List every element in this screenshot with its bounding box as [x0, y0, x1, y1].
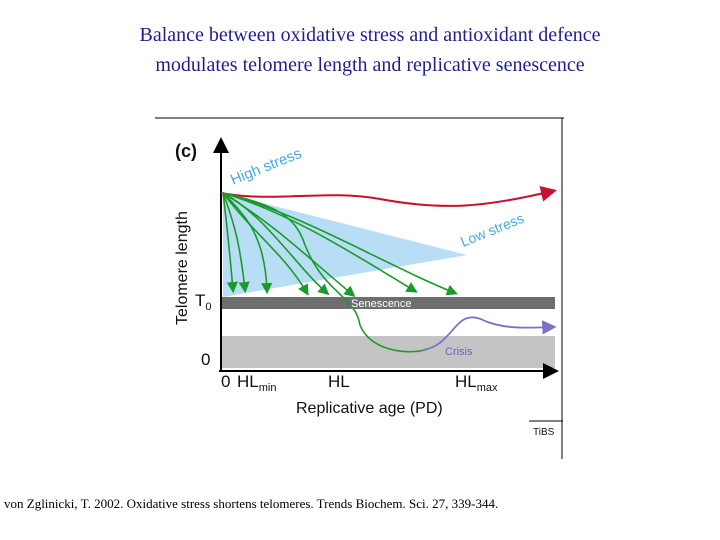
green-curve-8 — [222, 192, 458, 296]
tick-zero-x: 0 — [221, 372, 230, 391]
crisis-band — [221, 336, 555, 368]
green-curve-4 — [222, 192, 309, 296]
tick-HLmin: HLmin — [237, 372, 276, 394]
citation: von Zglinicki, T. 2002. Oxidative stress… — [4, 496, 499, 511]
senescence-label: Senescence — [351, 298, 412, 310]
tick-HL: HL — [328, 372, 350, 391]
tick-zero-y: 0 — [201, 350, 210, 369]
title-line-2: modulates telomere length and replicativ… — [155, 54, 585, 76]
green-curves — [222, 192, 458, 353]
diagram-svg: (c) Telomere length T0 0 0 HLmin HL HLma… — [155, 117, 564, 459]
panel-label: (c) — [175, 141, 197, 161]
tick-T0: T0 — [195, 291, 212, 313]
green-curve-6 — [222, 192, 356, 298]
green-curve-3 — [222, 192, 273, 295]
green-curve-7 — [222, 192, 418, 293]
low-stress-wedge — [223, 193, 467, 297]
low-stress-label: Low stress — [458, 210, 526, 250]
title-line-1: Balance between oxidative stress and ant… — [139, 24, 601, 46]
green-curve-crisis — [222, 192, 426, 353]
senescence-band — [221, 297, 555, 309]
telomere-diagram: (c) Telomere length T0 0 0 HLmin HL HLma… — [155, 115, 564, 459]
slide-title: Balance between oxidative stress and ant… — [0, 20, 720, 80]
crisis-curve — [422, 316, 557, 351]
green-curve-1 — [222, 192, 238, 294]
high-stress-curve — [220, 185, 557, 207]
tick-HLmax: HLmax — [455, 372, 498, 394]
high-stress-label: High stress — [228, 145, 304, 189]
green-curve-2 — [222, 192, 250, 294]
y-axis-label: Telomere length — [174, 211, 191, 325]
crisis-label: Crisis — [445, 346, 473, 358]
journal-mark: TiBS — [533, 427, 555, 438]
x-axis-label: Replicative age (PD) — [296, 400, 443, 417]
